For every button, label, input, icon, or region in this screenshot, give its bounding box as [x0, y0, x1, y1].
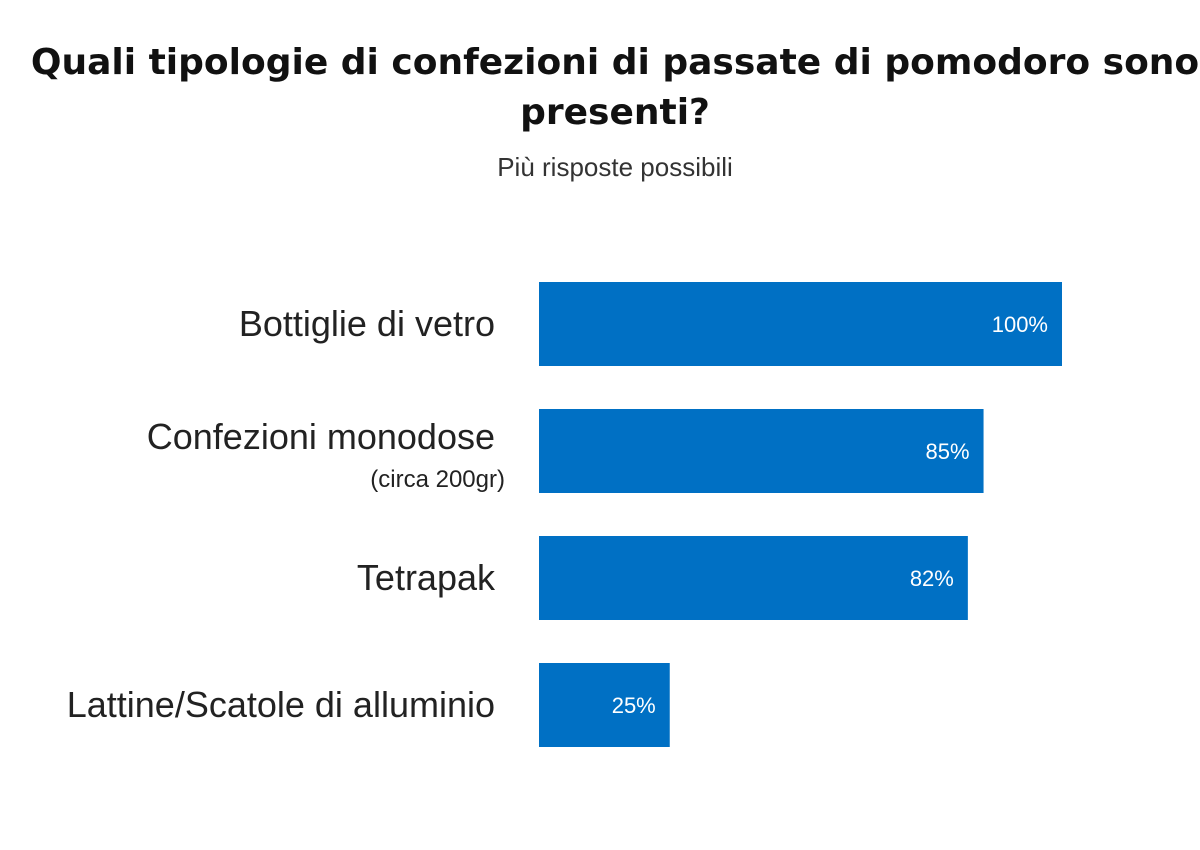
bar-0 [539, 282, 1062, 366]
category-note: (circa 200gr) [370, 466, 505, 493]
chart-title: Quali tipologie di confezioni di passate… [30, 42, 1200, 133]
value-label: 82% [910, 566, 954, 591]
value-label: 25% [612, 693, 656, 718]
bar-2 [539, 536, 968, 620]
bar-1 [539, 409, 984, 493]
value-label: 85% [926, 439, 970, 464]
category-label: Bottiglie di vetro [239, 303, 495, 344]
category-label: Tetrapak [357, 557, 496, 598]
value-label: 100% [992, 312, 1048, 337]
category-label: Confezioni monodose [147, 416, 495, 457]
chart-subtitle: Più risposte possibili [497, 152, 733, 182]
category-label: Lattine/Scatole di alluminio [67, 684, 495, 725]
bar-3 [539, 663, 670, 747]
